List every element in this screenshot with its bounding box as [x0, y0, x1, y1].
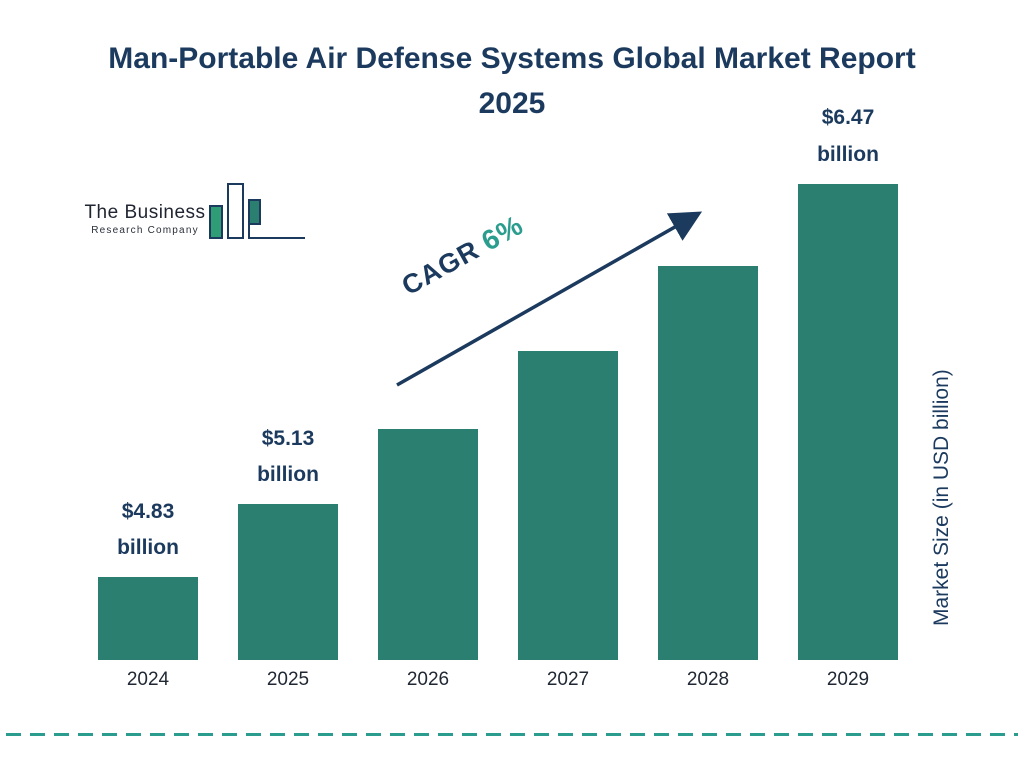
bar-value-label: $5.13 billion — [257, 426, 319, 487]
bar-2027 — [518, 351, 618, 660]
bar-2024 — [98, 577, 198, 660]
x-axis-label: 2029 — [826, 669, 870, 690]
y-axis-label: Market Size (in USD billion) — [930, 369, 953, 627]
bar-2029 — [798, 183, 898, 660]
chart-title: Man-Portable Air Defense Systems Global … — [108, 42, 916, 120]
logo-name: The Business — [84, 202, 206, 223]
x-axis-label: 2024 — [126, 669, 170, 690]
company-logo: The Business Research Company — [72, 178, 305, 248]
logo-subname: Research Company — [91, 225, 199, 236]
bar-column-2026: 2026 — [378, 100, 478, 700]
bar-2026 — [378, 429, 478, 660]
bar-value-label: $6.47 billion — [817, 106, 879, 166]
x-axis-label: 2025 — [266, 669, 310, 690]
bar-value-label: $4.83 billion — [117, 499, 179, 560]
bar-2025 — [238, 504, 338, 660]
dashed-baseline — [6, 733, 1018, 736]
bars-container: $4.83 billion 2024 $5.13 billion 2025 2026 20… — [98, 100, 898, 700]
x-axis-label: 2027 — [546, 669, 590, 690]
bar-column-2029: $6.47 billion 2029 — [798, 100, 898, 700]
bar-2028 — [658, 266, 758, 660]
x-axis-label: 2028 — [686, 669, 730, 690]
bar-column-2024: $4.83 billion 2024 — [98, 100, 198, 700]
x-axis-label: 2026 — [406, 669, 450, 690]
bar-column-2027: 2027 — [518, 100, 618, 700]
logo-bars-icon — [200, 178, 350, 253]
logo-text: The Business Research Company — [80, 202, 210, 236]
bar-column-2025: $5.13 billion 2025 — [238, 100, 338, 700]
bar-column-2028: 2028 — [658, 100, 758, 700]
